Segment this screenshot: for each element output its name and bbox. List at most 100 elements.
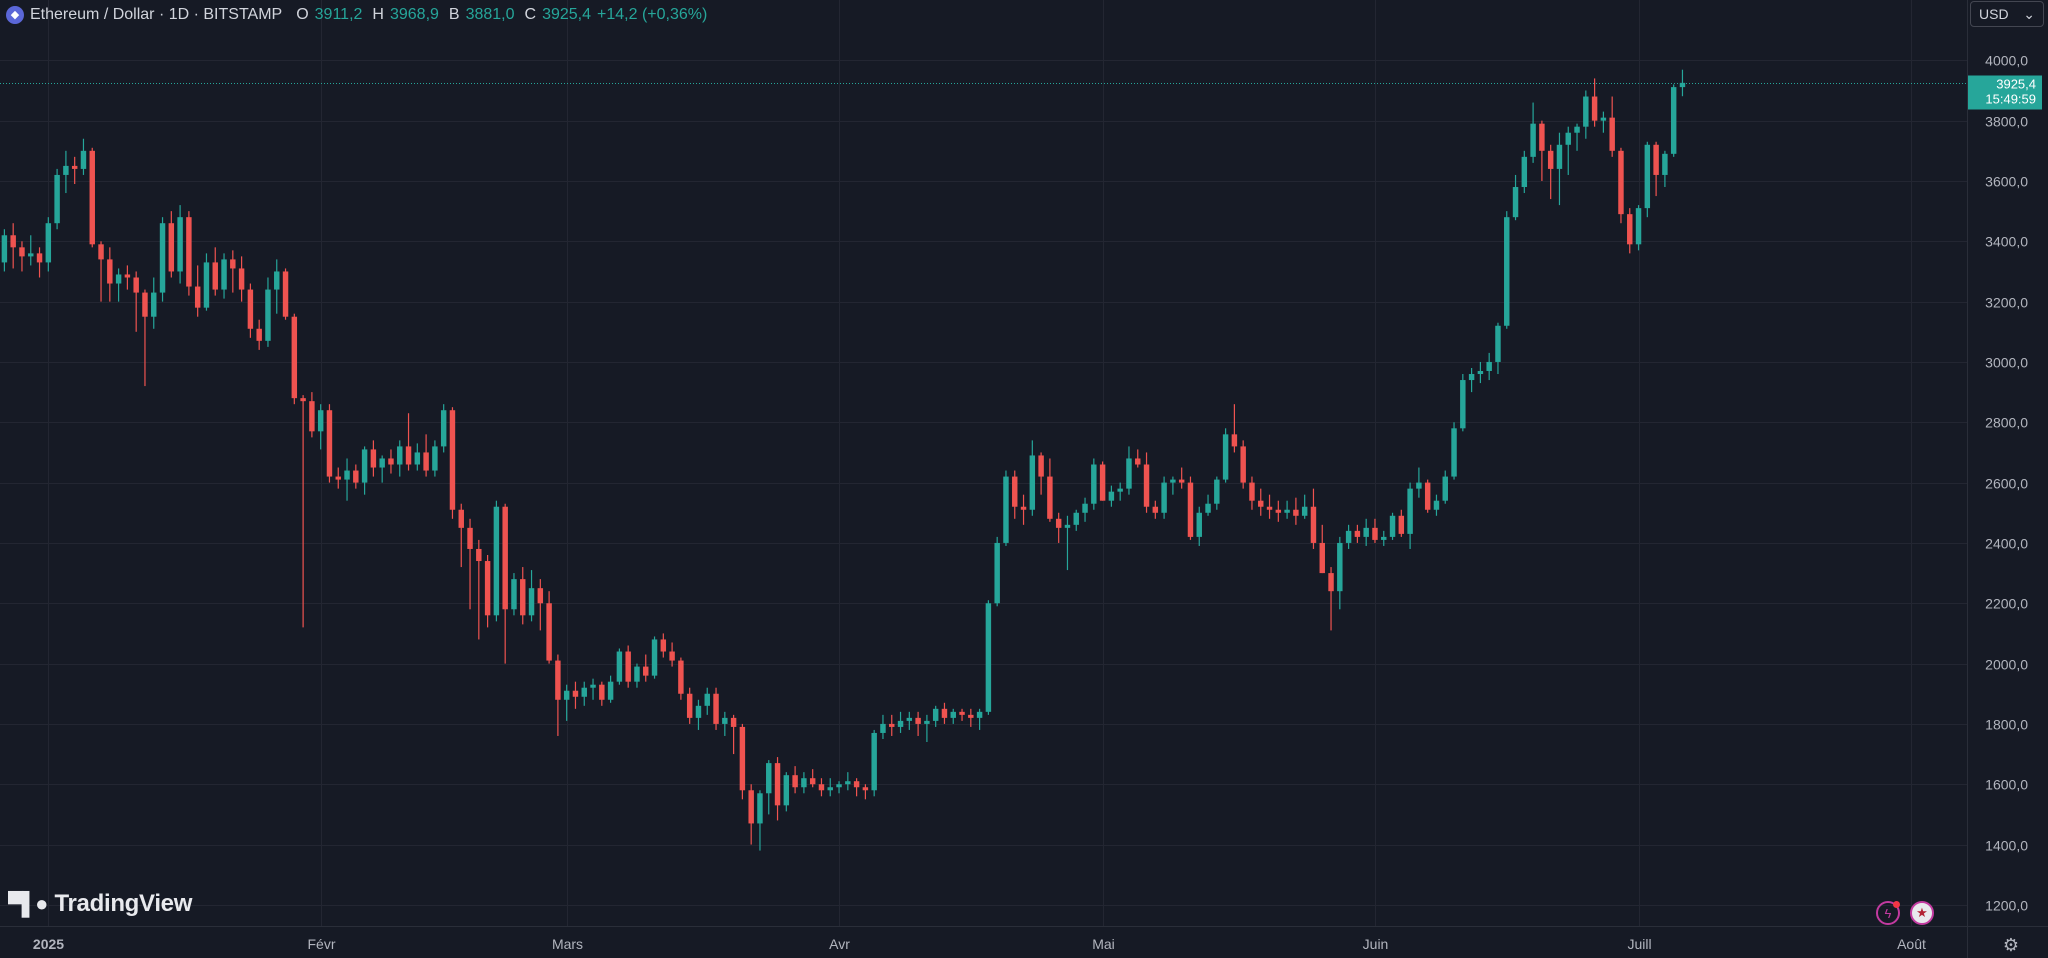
gear-icon[interactable]: ⚙ xyxy=(2002,934,2020,955)
symbol-title[interactable]: Ethereum / Dollar · 1D · BITSTAMP xyxy=(30,6,283,23)
time-tick-label: Juill xyxy=(1627,936,1651,952)
candle-body xyxy=(959,711,965,715)
candle-body xyxy=(713,693,719,724)
candle-body xyxy=(10,235,16,248)
candle-body xyxy=(467,527,473,549)
candle-body xyxy=(871,732,877,791)
candle-body xyxy=(985,603,992,712)
candle-body xyxy=(1055,518,1062,528)
time-tick-label: Mars xyxy=(552,936,583,952)
candle-body xyxy=(1003,476,1009,543)
candle-body xyxy=(71,165,78,169)
price-tick-label: 1200,0 xyxy=(1985,898,2028,914)
candle-body xyxy=(440,410,447,447)
candle-body xyxy=(1170,479,1176,483)
time-axis[interactable]: 2025 Févr Mars Avr Mai Juin Juill Août xyxy=(33,936,1926,952)
time-tick-label: Avr xyxy=(829,936,850,952)
candle-body xyxy=(748,790,754,824)
candle-body xyxy=(1504,217,1510,326)
price-axis[interactable]: 1200,0 1400,0 1600,0 1800,0 2000,0 2200,0 2400… xyxy=(1985,53,2028,914)
flash-icon[interactable]: ϟ xyxy=(1876,901,1900,925)
currency-select[interactable]: USD ⌄ xyxy=(1970,1,2044,27)
candle-body xyxy=(1679,82,1686,88)
candle-body xyxy=(1240,446,1246,483)
candle-body xyxy=(1231,434,1238,447)
candle-body xyxy=(1372,527,1378,540)
candle-body xyxy=(669,651,675,661)
candle-body xyxy=(739,726,746,791)
candle-body xyxy=(1319,542,1325,574)
price-tick-label: 3600,0 xyxy=(1985,174,2028,190)
candle-body xyxy=(1600,117,1607,121)
candle-body xyxy=(906,717,913,721)
candle-body xyxy=(1662,153,1668,175)
candle-body xyxy=(1073,512,1079,525)
candle-body xyxy=(194,286,201,308)
candle-body xyxy=(1424,482,1431,510)
candle-body xyxy=(581,687,587,697)
candle-body xyxy=(1644,144,1651,209)
low-label: B xyxy=(448,6,460,23)
candle-body xyxy=(994,542,1000,604)
candle-body xyxy=(1627,214,1633,245)
candle-body xyxy=(1556,144,1563,169)
candle-body xyxy=(168,223,175,272)
candle-body xyxy=(801,778,807,788)
candle-body xyxy=(1486,361,1492,372)
candle-body xyxy=(1126,458,1132,489)
candle-body xyxy=(1345,530,1352,543)
candle-body xyxy=(370,449,377,468)
candle-body xyxy=(1301,506,1308,516)
candles xyxy=(1,69,1686,851)
candle-body xyxy=(616,651,623,682)
candle-body xyxy=(1433,500,1440,510)
price-tick-label: 3800,0 xyxy=(1985,114,2028,130)
candle-body xyxy=(1539,123,1545,151)
time-tick-label: Mai xyxy=(1092,936,1115,952)
candle-body xyxy=(836,784,842,788)
candle-body xyxy=(704,693,710,706)
candle-body xyxy=(1266,506,1273,510)
candle-body xyxy=(142,292,148,317)
tradingview-mark-icon: ▀▌● xyxy=(8,891,48,916)
us-flag-icon[interactable]: ★ xyxy=(1910,901,1934,925)
last-price-value: 3925,4 xyxy=(1996,77,2036,92)
candle-body xyxy=(1064,524,1071,528)
price-tick-label: 2800,0 xyxy=(1985,415,2028,431)
candle-body xyxy=(423,452,429,471)
candle-body xyxy=(634,666,640,682)
candle-body xyxy=(159,223,166,293)
time-tick-label: Août xyxy=(1897,936,1926,952)
ethereum-icon[interactable]: ◆ xyxy=(6,6,24,24)
price-tick-label: 3000,0 xyxy=(1985,355,2028,371)
tradingview-logo[interactable]: ▀▌● TradingView xyxy=(8,890,192,918)
candle-body xyxy=(274,271,280,290)
candle-body xyxy=(1468,374,1475,381)
candle-body xyxy=(212,262,218,290)
candle-body xyxy=(256,328,262,341)
last-price-box xyxy=(1968,75,2042,110)
candle-body xyxy=(976,711,983,718)
price-tick-label: 3200,0 xyxy=(1985,295,2028,311)
candle-body xyxy=(511,579,517,610)
candle-body xyxy=(897,720,904,727)
high-label: H xyxy=(372,6,384,23)
candle-body xyxy=(89,150,95,245)
candle-body xyxy=(880,723,886,733)
candle-body xyxy=(502,506,508,610)
candle-body xyxy=(1670,87,1677,154)
change-value: +14,2 (+0,36%) xyxy=(597,6,708,23)
candle-body xyxy=(1416,482,1422,489)
candle-body xyxy=(1521,156,1528,188)
candle-body xyxy=(1477,371,1484,375)
candle-body xyxy=(309,401,315,432)
candle-body xyxy=(107,259,113,284)
candle-body xyxy=(792,775,798,788)
currency-value: USD xyxy=(1979,6,2009,22)
candle-body xyxy=(757,793,763,824)
price-tick-label: 2600,0 xyxy=(1985,476,2028,492)
candle-body xyxy=(1565,132,1571,145)
candle-body xyxy=(862,787,869,791)
candle-body xyxy=(379,458,385,468)
